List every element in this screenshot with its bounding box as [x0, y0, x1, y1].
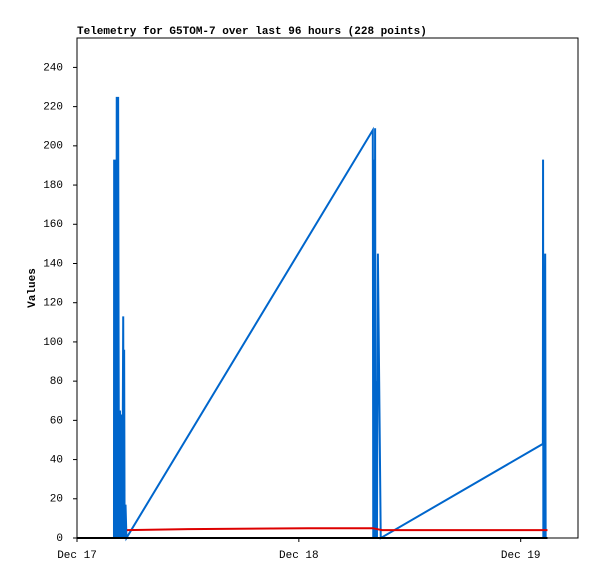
y-tick-label: 80: [50, 376, 63, 388]
y-tick-label: 140: [43, 258, 63, 270]
series-line: [126, 527, 548, 532]
x-tick-label: Dec 19: [501, 550, 541, 562]
plot-frame: [76, 37, 579, 539]
y-tick-label: 240: [43, 62, 63, 74]
x-tick-label: Dec 17: [57, 550, 97, 562]
y-tick-label: 120: [43, 298, 63, 310]
y-tick-label: 200: [43, 141, 63, 153]
y-tick-label: 20: [50, 494, 63, 506]
x-tick-label: Dec 18: [279, 550, 319, 562]
chart-title: Telemetry for G5TOM-7 over last 96 hours…: [77, 26, 427, 38]
y-tick-label: 60: [50, 415, 63, 427]
y-tick-label: 100: [43, 337, 63, 349]
y-tick-label: 160: [43, 219, 63, 231]
y-tick-label: 180: [43, 180, 63, 192]
y-tick-label: 40: [50, 454, 63, 466]
y-tick-label: 0: [56, 533, 63, 545]
y-tick-label: 220: [43, 102, 63, 114]
y-axis-label: Values: [27, 268, 39, 308]
series-line: [112, 96, 547, 542]
